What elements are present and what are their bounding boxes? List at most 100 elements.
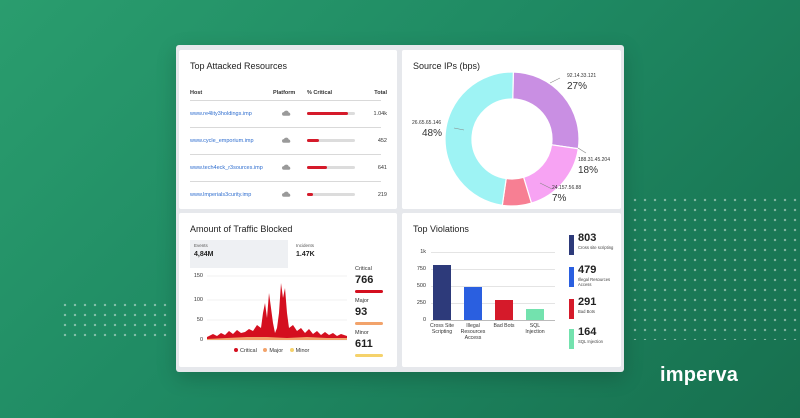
major-label: Major	[355, 298, 369, 304]
donut-slice[interactable]	[522, 144, 579, 204]
events-label: Events	[194, 243, 208, 248]
legend-label: Illegal Resources Access	[578, 277, 611, 287]
y-tick: 150	[193, 273, 203, 279]
y-tick: 0	[199, 337, 203, 343]
legend-label: Cross site scripting	[578, 245, 614, 250]
grid-line	[431, 252, 555, 253]
major-legend-dot	[263, 348, 268, 352]
violation-bar[interactable]	[526, 308, 544, 320]
slice-pct-label: 18%	[578, 165, 598, 176]
table-row[interactable]: www.lmperials3curity.imp 219	[179, 183, 397, 208]
slice-ip-label: 24.157.56.88	[552, 185, 581, 191]
traffic-title: Amount of Traffic Blocked	[190, 224, 293, 234]
source-ips-panel: Source IPs (bps) 92.14.33.121 27% 188.31…	[402, 50, 621, 209]
violations-panel: Top Violations 1k 750 500 250 0 Cross Si…	[402, 213, 621, 367]
cloud-icon	[282, 137, 291, 143]
col-critical: % Critical	[307, 90, 333, 96]
slice-ip-label: 92.14.33.121	[567, 73, 596, 79]
critical-bar	[307, 166, 355, 169]
y-tick: 50	[196, 317, 203, 323]
events-value: 4,84M	[194, 251, 214, 258]
table-row[interactable]: www.tech4eck_r3sources.imp 641	[179, 156, 397, 181]
legend-value: 164	[578, 326, 597, 338]
legend-value: 479	[578, 264, 597, 276]
y-tick: 500	[416, 283, 426, 289]
critical-value: 766	[355, 274, 374, 286]
slice-pct-label: 48%	[422, 128, 442, 139]
grid-line	[431, 286, 555, 287]
host-link[interactable]: www.re4lity3holdings.imp	[190, 111, 252, 117]
traffic-legend: Critical Major Minor	[229, 348, 309, 354]
legend-minor: Minor	[295, 348, 310, 354]
host-link[interactable]: www.tech4eck_r3sources.imp	[190, 165, 263, 171]
dot-pattern-right	[630, 195, 800, 340]
bar-category-label: Illegal Resources Access	[460, 323, 486, 342]
y-tick: 0	[422, 317, 426, 323]
slice-pct-label: 27%	[567, 81, 587, 92]
total-value: 1.04k	[373, 111, 387, 117]
cloud-icon	[282, 110, 291, 116]
bar-category-label: Bad Bots	[493, 323, 515, 329]
y-tick: 250	[416, 300, 426, 306]
violation-bar[interactable]	[433, 265, 451, 320]
total-value: 452	[377, 138, 387, 144]
y-tick: 750	[416, 266, 426, 272]
cloud-icon	[282, 191, 291, 197]
header-divider	[190, 100, 381, 101]
table-row[interactable]: www.re4lity3holdings.imp 1.04k	[179, 102, 397, 127]
violations-title: Top Violations	[413, 224, 469, 234]
col-host: Host	[190, 90, 203, 96]
total-value: 219	[377, 192, 387, 198]
legend-swatch	[569, 235, 574, 255]
bar-category-label: SQL Injection	[525, 323, 545, 336]
host-link[interactable]: www.lmperials3curity.imp	[190, 192, 252, 198]
violation-bar[interactable]	[464, 287, 482, 320]
legend-major: Major	[269, 348, 284, 354]
source-ips-donut[interactable]: 92.14.33.121 27% 188.31.45.204 18% 24.15…	[402, 50, 621, 209]
table-row[interactable]: www.cycle_emporium.imp 452	[179, 129, 397, 154]
traffic-panel: Amount of Traffic Blocked Events 4,84M I…	[179, 213, 397, 367]
violation-bar[interactable]	[495, 300, 513, 320]
imperva-logo: imperva	[660, 364, 739, 386]
critical-label: Critical	[355, 266, 372, 272]
minor-bar	[355, 354, 383, 357]
traffic-area-chart[interactable]	[207, 273, 347, 343]
bar-category-label: Cross Site Scripting	[430, 323, 454, 336]
y-tick: 100	[193, 297, 203, 303]
incidents-stat: Incidents 1.47K	[292, 240, 347, 268]
legend-swatch	[569, 299, 574, 319]
x-axis	[431, 320, 555, 321]
row-divider	[190, 181, 381, 182]
incidents-value: 1.47K	[296, 251, 315, 258]
minor-label: Minor	[355, 330, 369, 336]
minor-value: 611	[355, 338, 373, 350]
critical-bar	[307, 139, 355, 142]
minor-legend-dot	[289, 348, 294, 352]
dot-pattern-left	[60, 300, 170, 340]
dashboard: Top Attacked Resources Host Platform % C…	[176, 45, 624, 372]
top-attacked-title: Top Attacked Resources	[190, 61, 288, 71]
grid-line	[431, 303, 555, 304]
major-value: 93	[355, 306, 368, 318]
critical-legend-dot	[234, 348, 238, 352]
legend-label: Bad Bots	[578, 309, 595, 314]
legend-swatch	[569, 329, 574, 349]
host-link[interactable]: www.cycle_emporium.imp	[190, 138, 254, 144]
y-tick: 1k	[420, 249, 426, 255]
grid-line	[431, 269, 555, 270]
critical-bar	[307, 193, 355, 196]
top-attacked-panel: Top Attacked Resources Host Platform % C…	[179, 50, 397, 209]
critical-bar	[307, 112, 355, 115]
legend-critical: Critical	[240, 348, 257, 354]
legend-value: 291	[578, 296, 597, 308]
critical-bar	[355, 290, 383, 293]
cloud-icon	[282, 164, 291, 170]
row-divider	[190, 154, 381, 155]
events-stat: Events 4,84M	[190, 240, 288, 268]
slice-ip-label: 188.31.45.204	[578, 157, 610, 163]
donut-slice[interactable]	[444, 71, 514, 206]
slice-ip-label: 26.65.65.146	[412, 120, 441, 126]
legend-label: SQL Injection	[578, 339, 603, 344]
legend-swatch	[569, 267, 574, 287]
source-ips-title: Source IPs (bps)	[413, 61, 481, 71]
